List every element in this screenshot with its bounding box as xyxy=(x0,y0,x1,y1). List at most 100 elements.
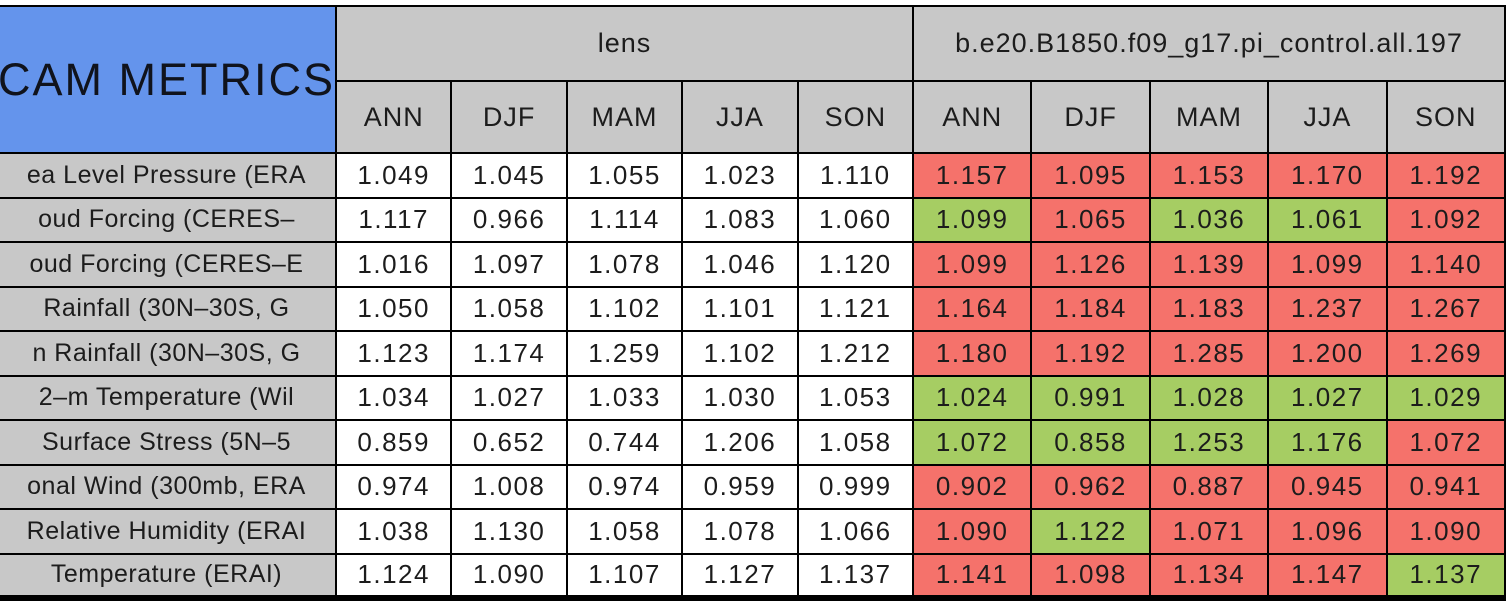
lens-value-cell: 1.120 xyxy=(796,241,915,288)
control-value-cell: 1.090 xyxy=(1385,508,1507,555)
control-value-cell: 1.099 xyxy=(912,196,1033,243)
control-value-cell: 0.991 xyxy=(1030,374,1151,421)
season-header-lens-son: SON xyxy=(796,80,915,154)
season-header-lens-ann: ANN xyxy=(334,80,453,154)
table-row: 2–m Temperature (Wil 1.034 1.027 1.033 1… xyxy=(0,374,1507,421)
table-row: ea Level Pressure (ERA 1.049 1.045 1.055… xyxy=(0,152,1507,199)
control-value-cell: 1.253 xyxy=(1148,419,1270,466)
lens-value-cell: 1.174 xyxy=(450,330,568,377)
lens-value-cell: 1.101 xyxy=(681,285,799,332)
lens-value-cell: 1.030 xyxy=(681,374,799,421)
lens-value-cell: 1.117 xyxy=(334,196,453,243)
control-value-cell: 1.237 xyxy=(1267,285,1388,332)
lens-value-cell: 1.066 xyxy=(796,508,915,555)
column-group-control: b.e20.B1850.f09_g17.pi_control.all.197 xyxy=(912,5,1506,82)
season-header-control-son: SON xyxy=(1385,80,1507,154)
row-label: oud Forcing (CERES– xyxy=(0,196,337,243)
control-value-cell: 1.170 xyxy=(1267,152,1388,199)
lens-value-cell: 1.050 xyxy=(334,285,453,332)
control-value-cell: 1.139 xyxy=(1148,241,1270,288)
control-value-cell: 1.072 xyxy=(1385,419,1507,466)
lens-value-cell: 1.130 xyxy=(450,508,568,555)
season-header-lens-mam: MAM xyxy=(565,80,684,154)
lens-value-cell: 0.974 xyxy=(334,463,453,510)
lens-value-cell: 1.102 xyxy=(681,330,799,377)
lens-value-cell: 0.744 xyxy=(565,419,684,466)
lens-value-cell: 1.038 xyxy=(334,508,453,555)
control-value-cell: 1.164 xyxy=(912,285,1033,332)
lens-value-cell: 1.058 xyxy=(450,285,568,332)
table-row: Relative Humidity (ERAI 1.038 1.130 1.05… xyxy=(0,508,1507,555)
control-value-cell: 1.267 xyxy=(1385,285,1507,332)
lens-value-cell: 1.212 xyxy=(796,330,915,377)
lens-value-cell: 1.027 xyxy=(450,374,568,421)
control-value-cell: 1.099 xyxy=(912,241,1033,288)
row-label: Rainfall (30N–30S, G xyxy=(0,285,337,332)
lens-value-cell: 1.049 xyxy=(334,152,453,199)
lens-value-cell: 1.123 xyxy=(334,330,453,377)
lens-value-cell: 1.053 xyxy=(796,374,915,421)
lens-value-cell: 1.060 xyxy=(796,196,915,243)
lens-value-cell: 1.206 xyxy=(681,419,799,466)
season-header-control-jja: JJA xyxy=(1267,80,1388,154)
control-value-cell: 1.072 xyxy=(912,419,1033,466)
lens-value-cell: 1.137 xyxy=(796,552,915,601)
control-value-cell: 1.095 xyxy=(1030,152,1151,199)
table-row: Rainfall (30N–30S, G 1.050 1.058 1.102 1… xyxy=(0,285,1507,332)
lens-value-cell: 1.016 xyxy=(334,241,453,288)
control-value-cell: 0.902 xyxy=(912,463,1033,510)
row-label: 2–m Temperature (Wil xyxy=(0,374,337,421)
table-row: onal Wind (300mb, ERA 0.974 1.008 0.974 … xyxy=(0,463,1507,510)
control-value-cell: 1.126 xyxy=(1030,241,1151,288)
control-value-cell: 1.071 xyxy=(1148,508,1270,555)
season-header-lens-jja: JJA xyxy=(681,80,799,154)
lens-value-cell: 1.046 xyxy=(681,241,799,288)
control-value-cell: 0.887 xyxy=(1148,463,1270,510)
lens-value-cell: 0.966 xyxy=(450,196,568,243)
lens-value-cell: 1.110 xyxy=(796,152,915,199)
table-title: CAM METRICS xyxy=(0,5,337,154)
table-row: oud Forcing (CERES–E 1.016 1.097 1.078 1… xyxy=(0,241,1507,288)
season-header-lens-djf: DJF xyxy=(450,80,568,154)
control-value-cell: 1.192 xyxy=(1385,152,1507,199)
lens-value-cell: 1.033 xyxy=(565,374,684,421)
control-value-cell: 1.134 xyxy=(1148,552,1270,601)
control-value-cell: 1.061 xyxy=(1267,196,1388,243)
lens-value-cell: 1.034 xyxy=(334,374,453,421)
table-row: n Rainfall (30N–30S, G 1.123 1.174 1.259… xyxy=(0,330,1507,377)
control-value-cell: 1.269 xyxy=(1385,330,1507,377)
control-value-cell: 0.962 xyxy=(1030,463,1151,510)
control-value-cell: 1.036 xyxy=(1148,196,1270,243)
control-value-cell: 1.140 xyxy=(1385,241,1507,288)
lens-value-cell: 1.114 xyxy=(565,196,684,243)
lens-value-cell: 0.974 xyxy=(565,463,684,510)
control-value-cell: 0.945 xyxy=(1267,463,1388,510)
control-value-cell: 1.153 xyxy=(1148,152,1270,199)
lens-value-cell: 1.055 xyxy=(565,152,684,199)
season-header-control-ann: ANN xyxy=(912,80,1033,154)
control-value-cell: 1.147 xyxy=(1267,552,1388,601)
lens-value-cell: 1.023 xyxy=(681,152,799,199)
lens-value-cell: 1.058 xyxy=(796,419,915,466)
control-value-cell: 1.096 xyxy=(1267,508,1388,555)
row-label: Temperature (ERAI) xyxy=(0,552,337,601)
control-value-cell: 1.200 xyxy=(1267,330,1388,377)
table-row: Temperature (ERAI) 1.124 1.090 1.107 1.1… xyxy=(0,552,1507,601)
control-value-cell: 1.027 xyxy=(1267,374,1388,421)
lens-value-cell: 0.859 xyxy=(334,419,453,466)
lens-value-cell: 1.121 xyxy=(796,285,915,332)
row-label: Relative Humidity (ERAI xyxy=(0,508,337,555)
control-value-cell: 1.092 xyxy=(1385,196,1507,243)
control-value-cell: 1.099 xyxy=(1267,241,1388,288)
lens-value-cell: 0.652 xyxy=(450,419,568,466)
lens-value-cell: 1.124 xyxy=(334,552,453,601)
lens-value-cell: 1.102 xyxy=(565,285,684,332)
control-value-cell: 1.176 xyxy=(1267,419,1388,466)
control-value-cell: 1.141 xyxy=(912,552,1033,601)
lens-value-cell: 1.083 xyxy=(681,196,799,243)
lens-value-cell: 1.097 xyxy=(450,241,568,288)
lens-value-cell: 0.959 xyxy=(681,463,799,510)
control-value-cell: 1.065 xyxy=(1030,196,1151,243)
control-value-cell: 1.285 xyxy=(1148,330,1270,377)
